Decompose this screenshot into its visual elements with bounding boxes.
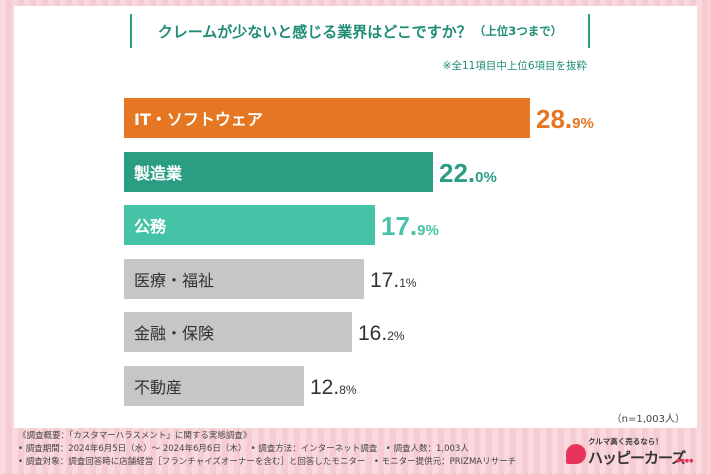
footer-line-3: • 調査対象：調査回答時に店舗経営［フランチャイズオーナーを含む］と回答したモニ… — [18, 457, 517, 467]
bar-label: 製造業 — [134, 164, 183, 183]
footer-line-1: 《調査概要：「カスタマーハラスメント」に関する実態調査》 — [18, 431, 252, 441]
value-label: 17.9% — [381, 211, 439, 241]
value-label: 17.1% — [370, 269, 417, 292]
brand-dots: ●●●● — [676, 458, 694, 464]
bar-label: 不動産 — [134, 378, 183, 397]
bar-6: 不動産 — [124, 366, 304, 406]
bar-4: 医療・福祉 — [124, 259, 364, 299]
bar-label: 公務 — [134, 217, 167, 236]
bar-1: IT・ソフトウェア — [124, 98, 530, 138]
title-sub: （上位3つまで） — [473, 24, 563, 38]
excerpt-note: ※全11項目中上位6項目を抜粋 — [442, 60, 587, 72]
bar-5: 金融・保険 — [124, 312, 352, 352]
sample-size-note: （n=1,003人） — [611, 414, 685, 425]
title-main: クレームが少ないと感じる業界はどこですか？ — [157, 22, 472, 41]
bar-label: 医療・福祉 — [134, 271, 215, 290]
bar-label: IT・ソフトウェア — [134, 110, 263, 129]
car-logo-icon — [566, 444, 586, 464]
brand-logo: クルマ高く売るなら！ ハッピーカーズ ●●●● — [566, 436, 700, 468]
chart-title: クレームが少ないと感じる業界はどこですか？ （上位3つまで） — [130, 14, 590, 48]
bar-3: 公務 — [124, 205, 375, 245]
value-label: 22.0% — [439, 158, 497, 188]
brand-name: ハッピーカーズ — [588, 449, 686, 467]
survey-footer: 《調査概要：「カスタマーハラスメント」に関する実態調査》 • 調査期間：2024… — [18, 430, 538, 469]
footer-line-2: • 調査期間：2024年6月5日（水）～ 2024年6月6日（木） • 調査方法… — [18, 444, 469, 454]
value-label: 28.9% — [536, 104, 594, 134]
chart-card: クレームが少ないと感じる業界はどこですか？ （上位3つまで） ※全11項目中上位… — [14, 6, 697, 428]
brand-tagline: クルマ高く売るなら！ — [588, 437, 663, 446]
bar-2: 製造業 — [124, 152, 433, 192]
bar-label: 金融・保険 — [134, 324, 215, 343]
value-label: 16.2% — [358, 322, 405, 345]
value-label: 12.8% — [310, 376, 357, 399]
